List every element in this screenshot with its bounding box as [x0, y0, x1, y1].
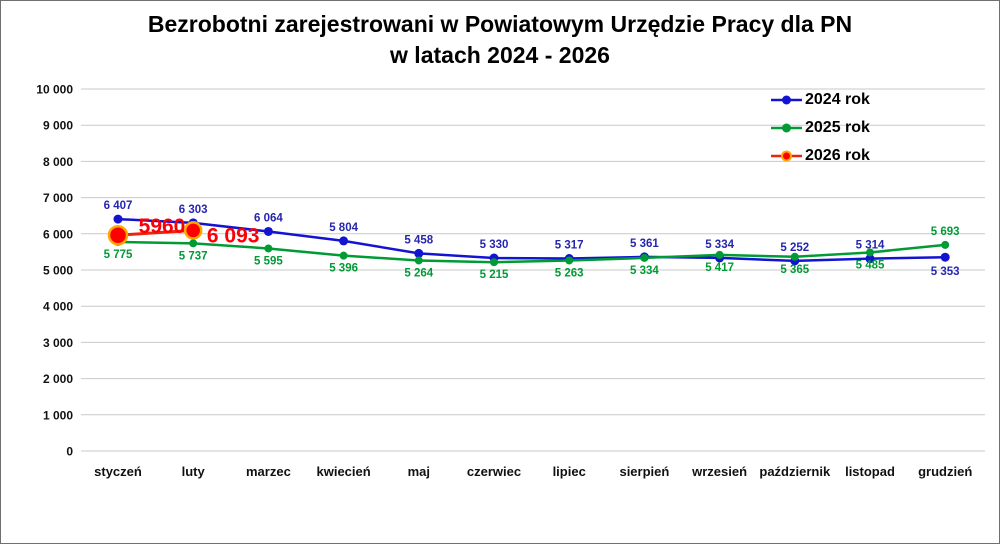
chart-title-line1: Bezrobotni zarejestrowani w Powiatowym U…	[147, 11, 853, 37]
x-axis-month-label: styczeń	[94, 464, 142, 479]
y-axis-tick-label: 2 000	[43, 372, 73, 386]
legend-item-2025: 2025 rok	[770, 114, 870, 142]
data-label: 5 361	[630, 238, 659, 250]
data-label: 5 334	[705, 239, 734, 251]
data-point	[866, 248, 874, 257]
x-axis-month-label: kwiecień	[316, 464, 370, 479]
y-axis-tick-label: 5 000	[43, 264, 73, 278]
legend-marker-icon	[771, 123, 802, 133]
y-axis-tick-label: 7 000	[43, 191, 73, 205]
y-axis-tick-label: 8 000	[43, 155, 73, 169]
y-axis-tick-label: 1 000	[43, 408, 73, 422]
chart-title: Bezrobotni zarejestrowani w Powiatowym U…	[1, 9, 999, 71]
data-label: 5 737	[179, 250, 208, 262]
x-axis-month-label: luty	[182, 464, 206, 479]
data-point	[490, 258, 498, 267]
y-axis-tick-label: 4 000	[43, 300, 73, 314]
x-axis-month-label: czerwiec	[467, 464, 521, 479]
data-label: 5 263	[555, 267, 584, 279]
x-axis-month-label: lipiec	[553, 464, 586, 479]
data-label: 5 693	[931, 226, 960, 238]
legend-marker-icon	[771, 150, 802, 162]
legend: 2024 rok 2025 rok 2026 rok	[770, 86, 870, 170]
legend-label: 2025 rok	[805, 119, 870, 136]
data-label: 5 458	[404, 234, 433, 246]
y-axis-tick-label: 0	[66, 445, 73, 459]
data-label: 5 353	[931, 266, 960, 278]
x-axis-month-label: październik	[759, 464, 831, 479]
data-label: 5 417	[705, 262, 734, 274]
data-label: 6 303	[179, 204, 208, 216]
y-axis-tick-label: 3 000	[43, 336, 73, 350]
series-line-2026-rok	[117, 228, 194, 237]
data-point	[790, 252, 799, 261]
data-label: 6 064	[254, 212, 283, 224]
legend-marker-icon	[771, 95, 802, 105]
data-label-2026: 6 093	[207, 224, 260, 247]
data-point	[640, 253, 649, 262]
x-axis-month-label: grudzień	[918, 464, 972, 479]
data-point	[264, 244, 273, 253]
data-point	[865, 254, 875, 264]
x-axis-month-label: marzec	[246, 464, 291, 479]
data-point	[113, 214, 123, 224]
data-point-2026	[107, 224, 129, 246]
data-point	[189, 239, 198, 248]
data-point	[339, 236, 349, 246]
data-point	[414, 248, 424, 258]
data-label: 5 485	[856, 259, 885, 271]
data-label: 5 396	[329, 263, 358, 275]
legend-label: 2024 rok	[805, 91, 870, 108]
x-axis-month-label: listopad	[845, 464, 895, 479]
data-point	[940, 252, 950, 262]
data-point	[263, 226, 273, 236]
data-point	[941, 240, 950, 249]
data-label: 5 264	[404, 267, 433, 279]
data-label: 5 595	[254, 255, 283, 267]
series-line-2025-rok	[117, 240, 946, 264]
data-label: 5 334	[630, 265, 659, 277]
series-line-2024-rok	[117, 217, 946, 263]
data-point	[715, 250, 724, 259]
x-axis-month-label: maj	[408, 464, 430, 479]
y-axis-tick-label: 6 000	[43, 227, 73, 241]
data-label: 5 804	[329, 222, 358, 234]
data-label: 5 215	[480, 269, 509, 281]
data-label: 5 252	[780, 242, 809, 254]
legend-item-2024: 2024 rok	[770, 86, 870, 114]
y-axis-tick-label: 10 000	[36, 83, 73, 97]
data-label: 5 317	[555, 240, 584, 252]
data-point	[565, 256, 574, 265]
data-label: 5 365	[780, 264, 809, 276]
data-label: 5 330	[480, 239, 509, 251]
legend-label: 2026 rok	[805, 147, 870, 164]
x-axis-month-label: wrzesień	[691, 464, 747, 479]
data-point	[339, 251, 348, 260]
chart-title-line2: w latach 2024 - 2026	[390, 42, 610, 68]
data-label: 5 775	[104, 249, 133, 261]
data-label-2026: 5960	[139, 215, 186, 238]
data-label: 6 407	[104, 200, 133, 212]
y-axis-tick-label: 9 000	[43, 119, 73, 133]
legend-item-2026: 2026 rok	[770, 142, 870, 170]
data-point	[414, 256, 423, 265]
data-label: 5 314	[856, 240, 885, 252]
data-point-2026	[183, 221, 203, 240]
x-axis-month-label: sierpień	[619, 464, 669, 479]
